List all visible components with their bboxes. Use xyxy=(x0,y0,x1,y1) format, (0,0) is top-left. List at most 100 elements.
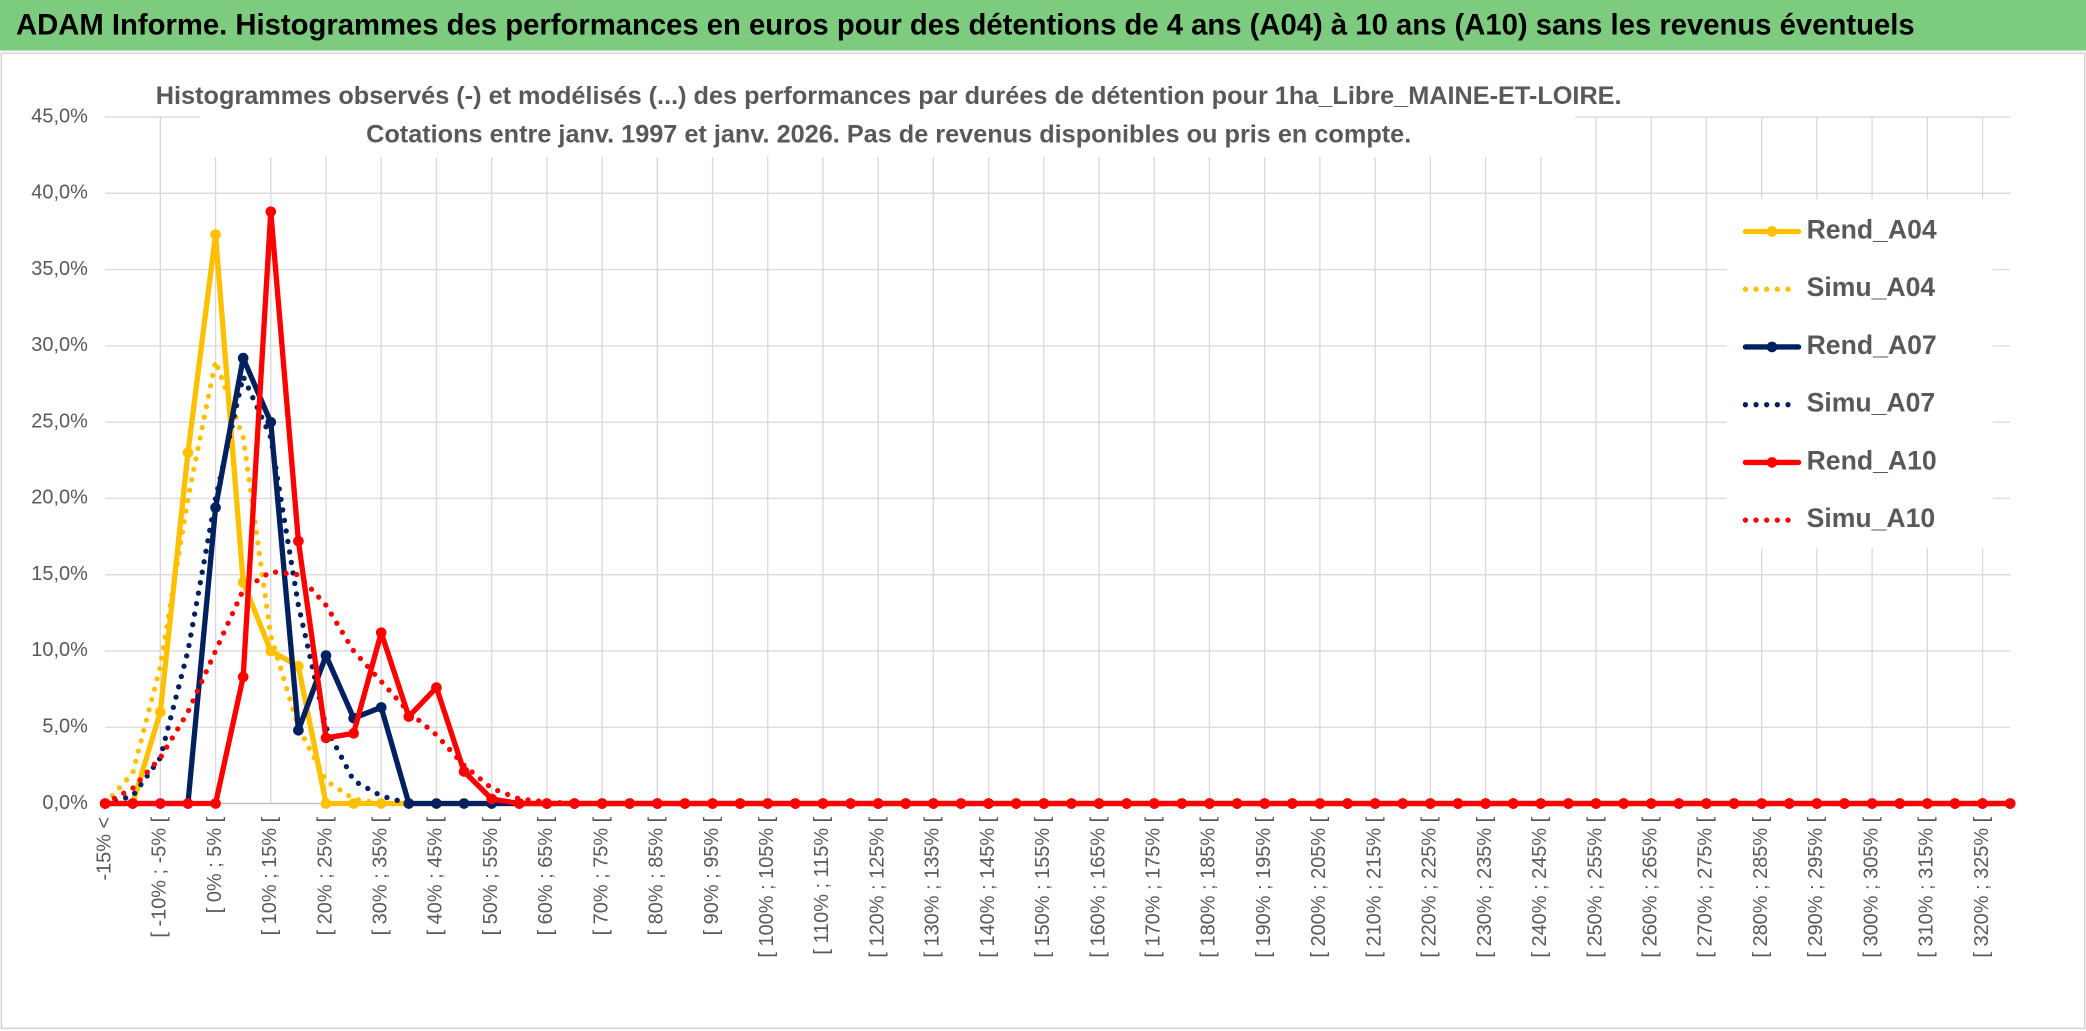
legend-box xyxy=(1726,199,1993,549)
y-tick-label: 35,0% xyxy=(31,258,88,280)
x-tick-label: [ 300% ; 305% [ xyxy=(1860,816,1882,957)
series-marker xyxy=(707,798,718,809)
series-marker xyxy=(762,798,774,809)
series-marker xyxy=(1176,798,1188,809)
x-tick-label: [ 290% ; 295% [ xyxy=(1805,816,1827,957)
x-tick-label: [ 120% ; 125% [ xyxy=(866,816,888,957)
series-marker xyxy=(237,577,249,588)
series-marker xyxy=(265,206,277,217)
series-marker xyxy=(320,798,332,809)
series-marker xyxy=(1314,798,1326,809)
series-marker xyxy=(127,798,139,809)
series-marker xyxy=(1507,798,1519,809)
series-marker xyxy=(155,706,166,718)
series-marker xyxy=(817,798,829,809)
series-marker xyxy=(458,798,470,809)
y-tick-label: 20,0% xyxy=(31,487,88,509)
x-tick-label: [ 130% ; 135% [ xyxy=(922,816,944,957)
series-marker xyxy=(320,732,332,744)
series-marker xyxy=(513,798,525,809)
chart-subtitle: Cotations entre janv. 1997 et janv. 2026… xyxy=(366,120,1411,148)
y-tick-label: 5,0% xyxy=(42,716,88,738)
y-tick-label: 45,0% xyxy=(31,105,88,127)
x-tick-label: [ 70% ; 75% [ xyxy=(590,816,612,935)
series-marker xyxy=(1839,798,1850,809)
series-marker xyxy=(431,798,442,809)
series-marker xyxy=(1921,798,1933,809)
x-tick-label: [ 140% ; 145% [ xyxy=(977,816,999,957)
series-marker xyxy=(155,798,166,809)
series-marker xyxy=(1645,798,1657,809)
series-marker xyxy=(2004,798,2016,809)
x-tick-label: -15% < xyxy=(93,817,115,881)
series-marker xyxy=(320,650,332,661)
x-tick-label: [ 100% ; 105% [ xyxy=(756,816,778,957)
legend-marker xyxy=(1766,226,1778,237)
legend-marker xyxy=(1766,341,1778,353)
series-marker xyxy=(569,798,580,809)
series-marker xyxy=(265,416,277,428)
chart-title: Histogrammes observés (-) et modélisés (… xyxy=(156,82,1622,110)
x-tick-label: [ 310% ; 315% [ xyxy=(1916,816,1938,957)
x-tick-label: [ 110% ; 115% [ xyxy=(811,816,833,954)
x-tick-label: [ 230% ; 235% [ xyxy=(1474,816,1496,957)
x-tick-label: [ 10% ; 15% [ xyxy=(259,816,281,935)
series-marker xyxy=(1977,798,1988,809)
x-tick-label: [ 280% ; 285% [ xyxy=(1750,816,1772,957)
series-marker xyxy=(210,798,221,809)
series-line xyxy=(102,568,2013,807)
x-tick-label: [ 150% ; 155% [ xyxy=(1032,816,1054,957)
series-marker xyxy=(182,447,194,458)
x-tick-label: [ 0% ; 5% [ xyxy=(204,816,226,913)
x-tick-label: [ 270% ; 275% [ xyxy=(1695,816,1717,957)
series-marker xyxy=(237,671,249,683)
series-marker xyxy=(375,627,387,638)
y-tick-label: 40,0% xyxy=(31,182,88,204)
x-tick-label: [ 20% ; 25% [ xyxy=(314,816,336,935)
series-marker xyxy=(293,535,304,547)
series-marker xyxy=(237,352,249,364)
y-tick-label: 25,0% xyxy=(31,410,88,432)
x-tick-label: [ 200% ; 205% [ xyxy=(1308,816,1330,957)
series-marker xyxy=(845,798,856,809)
x-tick-label: [ 260% ; 265% [ xyxy=(1639,816,1661,957)
series-marker xyxy=(458,766,470,777)
header-bar xyxy=(0,0,2086,51)
header-title: ADAM Informe. Histogrammes des performan… xyxy=(16,9,1915,41)
x-tick-label: [ 180% ; 185% [ xyxy=(1198,816,1220,957)
series-marker xyxy=(1121,798,1132,809)
series-marker xyxy=(1590,798,1602,809)
series-marker xyxy=(1093,798,1105,809)
series-marker xyxy=(1701,798,1712,809)
series-marker xyxy=(1231,798,1243,809)
series-marker xyxy=(955,798,967,809)
legend-marker xyxy=(1766,457,1778,468)
y-tick-label: 30,0% xyxy=(31,334,88,356)
x-tick-label: [ 50% ; 55% [ xyxy=(480,816,502,935)
series-marker xyxy=(293,660,304,672)
x-tick-label: [ 40% ; 45% [ xyxy=(425,816,447,935)
y-tick-label: 0,0% xyxy=(42,792,88,814)
x-tick-label: [ 30% ; 35% [ xyxy=(369,816,391,935)
series-marker xyxy=(348,728,359,739)
x-tick-label: [ 190% ; 195% [ xyxy=(1253,816,1275,957)
series-marker xyxy=(182,798,194,809)
series-marker xyxy=(624,798,636,809)
series-marker xyxy=(1038,798,1050,809)
series-marker xyxy=(293,724,304,736)
legend-label: Simu_A04 xyxy=(1807,272,1936,302)
series-marker xyxy=(983,798,994,809)
series-marker xyxy=(1783,798,1795,809)
y-tick-label: 10,0% xyxy=(31,639,88,661)
x-tick-label: [ 320% ; 325% [ xyxy=(1971,816,1993,957)
x-tick-label: [ 240% ; 245% [ xyxy=(1529,816,1551,957)
title-backdrop xyxy=(199,79,1576,157)
x-tick-label: [ 60% ; 65% [ xyxy=(535,816,557,935)
y-tick-label: 15,0% xyxy=(31,563,88,585)
series-marker xyxy=(1728,798,1740,809)
series-marker xyxy=(431,682,442,693)
x-tick-label: [ 160% ; 165% [ xyxy=(1087,816,1109,957)
x-tick-label: [ -10% ; -5% [ xyxy=(149,816,171,937)
